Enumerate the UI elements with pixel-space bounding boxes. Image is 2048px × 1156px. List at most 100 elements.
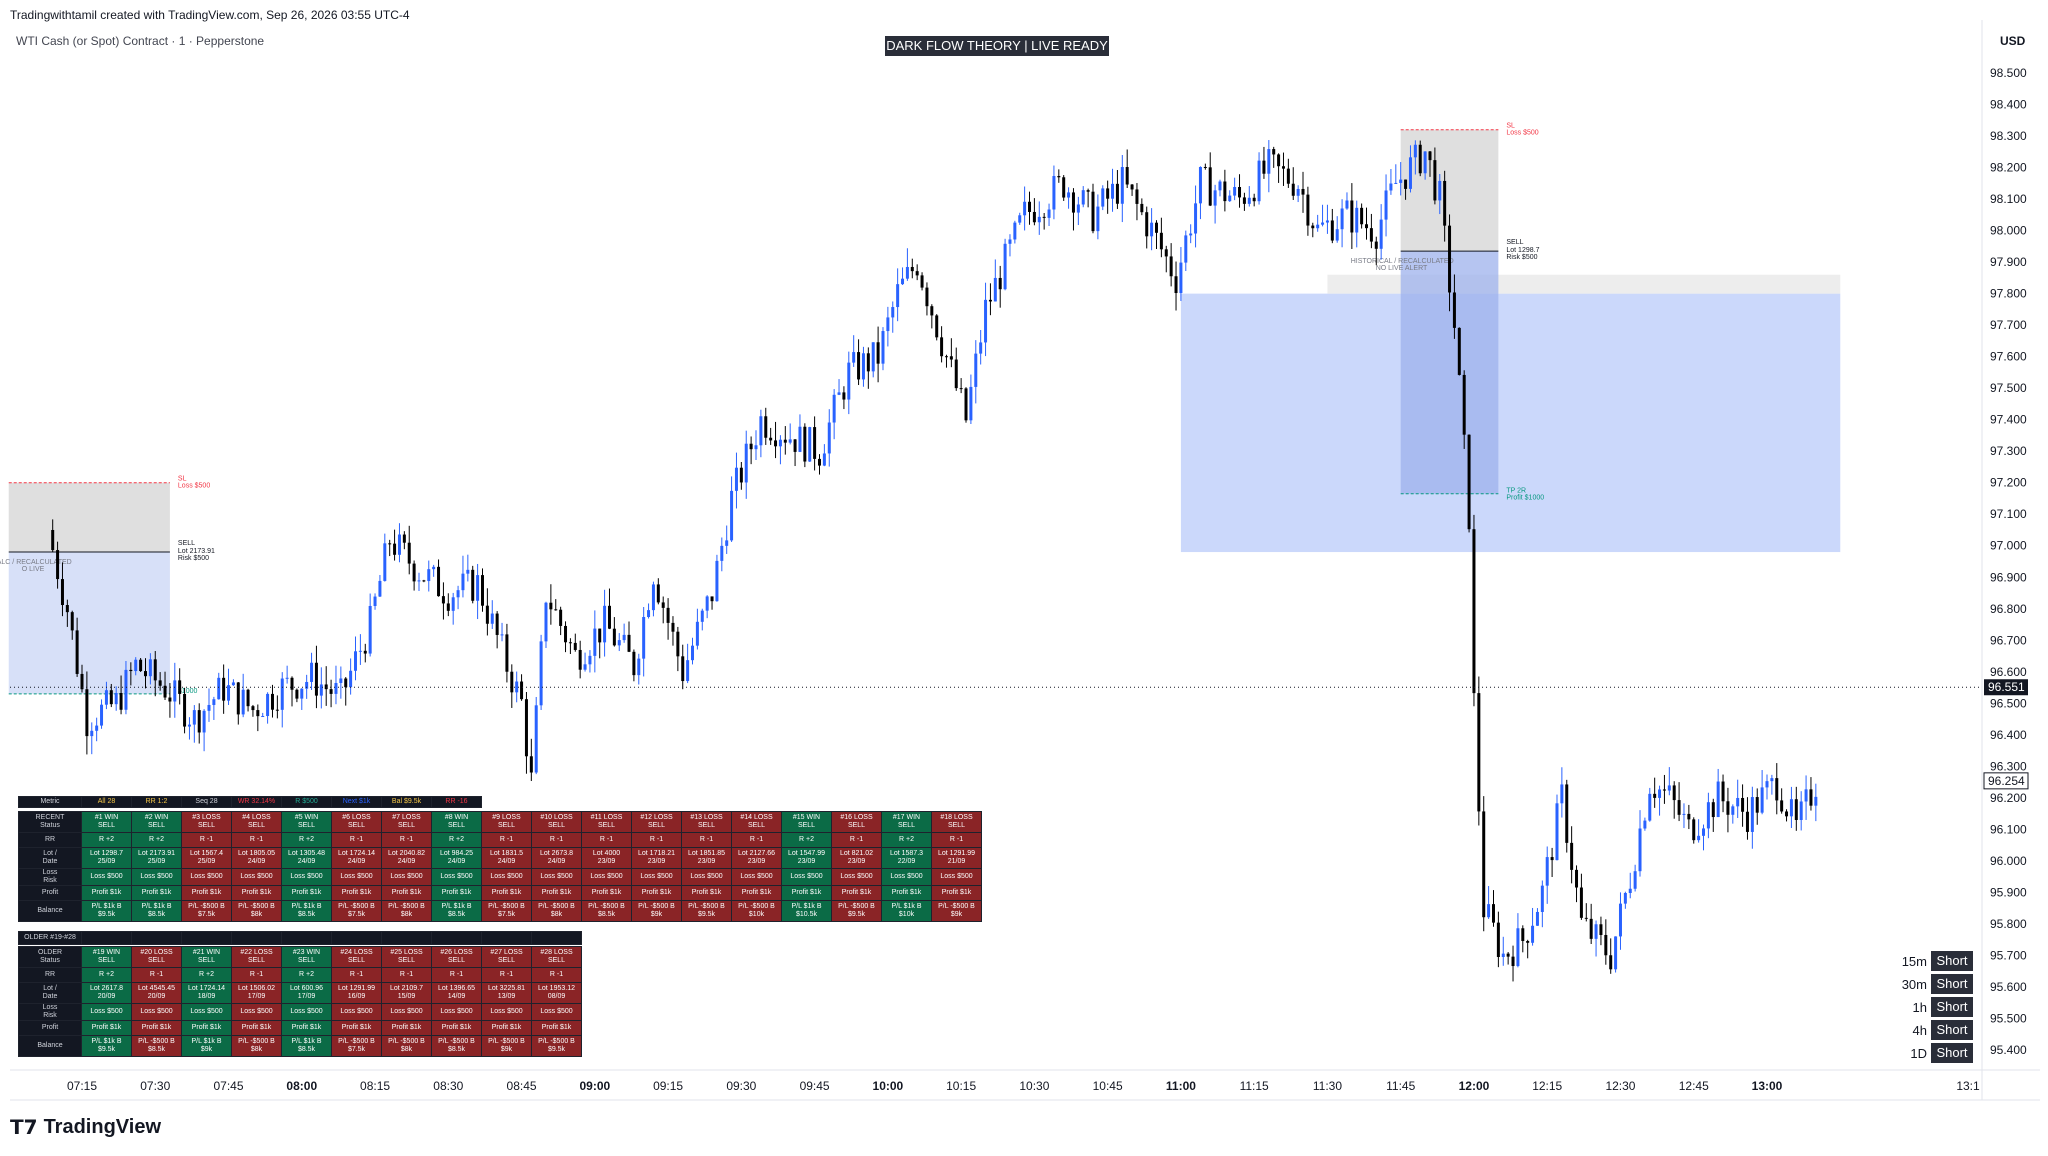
price-tick-label: 96.800 xyxy=(1990,602,2027,616)
candle-body xyxy=(710,596,714,602)
candle-body xyxy=(998,277,1002,290)
table-row: OLDER Status #19 WIN SELL #20 LOSS SELL #21 WI… xyxy=(18,946,582,968)
candle-body xyxy=(1150,222,1154,237)
candle-body xyxy=(1540,885,1544,912)
table-cell: OLDER Status xyxy=(18,946,82,968)
table-cell: Profit $1k xyxy=(131,1020,182,1036)
table-cell: P/L $1k B $9k xyxy=(181,1035,232,1057)
candle-body xyxy=(1037,216,1041,223)
table-cell: Loss $500 xyxy=(681,868,732,886)
table-cell: Lot 1567.4 25/09 xyxy=(181,847,232,869)
candle-body xyxy=(1365,224,1369,229)
candle-body xyxy=(1189,233,1193,236)
candle-body xyxy=(437,566,441,597)
candle-body xyxy=(1667,785,1671,791)
candle-body xyxy=(1071,192,1075,213)
table-cell: RR -16 xyxy=(431,796,482,808)
candle-body xyxy=(573,642,577,650)
candle-body xyxy=(1257,160,1261,202)
candle-body xyxy=(1545,857,1549,886)
table-cell: RECENT Status xyxy=(18,811,82,833)
candle-body xyxy=(95,725,99,731)
table-cell: Lot 600.96 17/09 xyxy=(281,982,332,1004)
table-cell: P/L -$500 B $8k xyxy=(381,900,432,922)
table-cell: #1 WIN SELL xyxy=(81,811,132,833)
table-cell xyxy=(381,931,432,945)
table-cell: P/L -$500 B $9k xyxy=(931,900,982,922)
candle-body xyxy=(788,439,792,443)
table-cell: P/L -$500 B $7.5k xyxy=(331,900,382,922)
candle-body xyxy=(1228,195,1232,202)
candle-body xyxy=(1594,924,1598,939)
candle-body xyxy=(207,704,211,711)
candle-body xyxy=(1384,190,1388,220)
table-cell: Next $1k xyxy=(331,796,382,808)
table-cell: P/L -$500 B $7.5k xyxy=(331,1035,382,1057)
candle-body xyxy=(739,467,743,483)
candle-body xyxy=(1096,206,1100,232)
time-tick-label: 09:45 xyxy=(800,1079,830,1093)
table-cell: Lot 2617.8 20/09 xyxy=(81,982,132,1004)
table-row: RECENT Status #1 WIN SELL #2 WIN SELL #3 LOSS S… xyxy=(18,811,982,833)
candle-body xyxy=(1423,151,1427,174)
candle-body xyxy=(104,690,108,705)
table-cell xyxy=(281,931,332,945)
candle-body xyxy=(1731,806,1735,815)
candle-body xyxy=(1301,188,1305,195)
tradingview-logo[interactable]: 𝗧𝟳 TradingView xyxy=(10,1115,161,1140)
symbol-title[interactable]: WTI Cash (or Spot) Contract · 1 · Pepper… xyxy=(16,34,265,48)
table-cell: P/L -$500 B $9.5k xyxy=(681,900,732,922)
timeframe-row: 1D Short xyxy=(1893,1042,1973,1064)
table-cell: #17 WIN SELL xyxy=(881,811,932,833)
candle-body xyxy=(1687,813,1691,820)
table-cell: Loss $500 xyxy=(331,868,382,886)
table-cell: RR 1:2 xyxy=(131,796,182,808)
candle-body xyxy=(505,634,509,672)
candle-body xyxy=(1247,197,1251,204)
candle-body xyxy=(148,659,152,677)
time-tick-label: 11:45 xyxy=(1386,1079,1415,1093)
table-cell: R +2 xyxy=(881,832,932,848)
candle-body xyxy=(466,569,470,574)
table-cell: Loss $500 xyxy=(381,868,432,886)
candle-body xyxy=(295,689,299,699)
candle-body xyxy=(100,704,104,726)
candle-body xyxy=(1262,160,1266,174)
table-cell: R -1 xyxy=(631,832,682,848)
candle-body xyxy=(842,392,846,400)
candle-body xyxy=(1321,222,1325,225)
bias-badge: Short xyxy=(1931,951,1973,971)
currency-label[interactable]: USD xyxy=(2000,34,2026,48)
candle-body xyxy=(114,693,118,705)
candle-body xyxy=(1111,183,1115,199)
table-cell: P/L $1k B $8.5k xyxy=(131,900,182,922)
table-cell: R +2 xyxy=(81,967,132,983)
candle-body xyxy=(1672,785,1676,801)
table-cell: R +2 xyxy=(781,832,832,848)
table-cell: #10 LOSS SELL xyxy=(531,811,582,833)
sl-loss-label: Loss $500 xyxy=(1506,130,1538,137)
candle-body xyxy=(734,467,738,491)
table-row: RR R +2 R -1 R +2 R -1 R +2 R -1 R -1 R -1 R -1 R … xyxy=(18,967,582,983)
table-cell: Loss $500 xyxy=(731,868,782,886)
timeframe-bias-panel: 15m Short 30m Short 1h Short 4h Short 1D Short xyxy=(1893,950,1973,1065)
table-cell: Profit $1k xyxy=(531,885,582,901)
candle-body xyxy=(1736,797,1740,807)
candle-body xyxy=(1223,181,1227,202)
price-tick-label: 96.100 xyxy=(1990,822,2027,836)
risk-label: Risk $500 xyxy=(1506,254,1537,261)
lot-label: Lot 1298.7 xyxy=(1506,247,1539,254)
table-cell: Loss $500 xyxy=(381,1003,432,1021)
candle-body xyxy=(969,386,973,421)
table-cell: Lot 821.02 23/09 xyxy=(831,847,882,869)
current-price-tag xyxy=(1983,772,2029,790)
candle-body xyxy=(300,688,304,699)
candle-body xyxy=(901,278,905,285)
table-cell: R -1 xyxy=(431,967,482,983)
candle-body xyxy=(676,631,680,657)
table-cell: R -1 xyxy=(331,967,382,983)
table-cell: Loss $500 xyxy=(481,868,532,886)
candle-body xyxy=(891,307,895,318)
candle-body xyxy=(1325,220,1329,223)
